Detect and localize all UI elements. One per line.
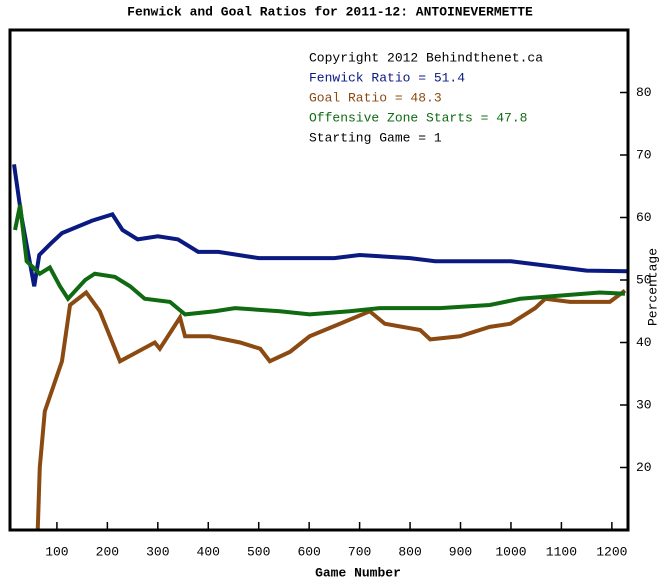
y-tick-label: 20	[636, 460, 652, 475]
y-axis-label: Percentage	[645, 248, 660, 326]
x-tick-label: 200	[96, 544, 119, 559]
legend-entry: Offensive Zone Starts = 47.8	[309, 110, 527, 125]
x-tick-label: 1100	[546, 544, 577, 559]
x-tick-label: 300	[146, 544, 169, 559]
plot-frame	[8, 28, 630, 532]
y-tick-label: 80	[636, 85, 652, 100]
chart-title: Fenwick and Goal Ratios for 2011-12: ANT…	[127, 4, 533, 19]
x-tick-label: 500	[247, 544, 270, 559]
series-line	[35, 289, 627, 531]
x-tick-label: 1000	[495, 544, 526, 559]
legend-entry: Goal Ratio = 48.3	[309, 90, 442, 105]
y-tick-label: 60	[636, 210, 652, 225]
y-tick-label: 70	[636, 147, 652, 162]
series-line	[12, 164, 628, 287]
x-axis-label: Game Number	[315, 565, 401, 580]
annotation: Copyright 2012 Behindthenet.ca	[309, 50, 543, 65]
x-tick-label: 400	[197, 544, 220, 559]
x-tick-label: 900	[449, 544, 472, 559]
annotation: Starting Game = 1	[309, 130, 442, 145]
x-tick-label: 800	[398, 544, 421, 559]
y-tick-label: 50	[636, 272, 652, 287]
x-tick-label: 600	[297, 544, 320, 559]
series-line	[13, 204, 626, 317]
x-tick-label: 100	[45, 544, 68, 559]
legend-entry: Fenwick Ratio = 51.4	[309, 70, 465, 85]
y-tick-label: 30	[636, 397, 652, 412]
x-tick-label: 1200	[596, 544, 627, 559]
x-tick-label: 700	[348, 544, 371, 559]
y-tick-label: 40	[636, 335, 652, 350]
